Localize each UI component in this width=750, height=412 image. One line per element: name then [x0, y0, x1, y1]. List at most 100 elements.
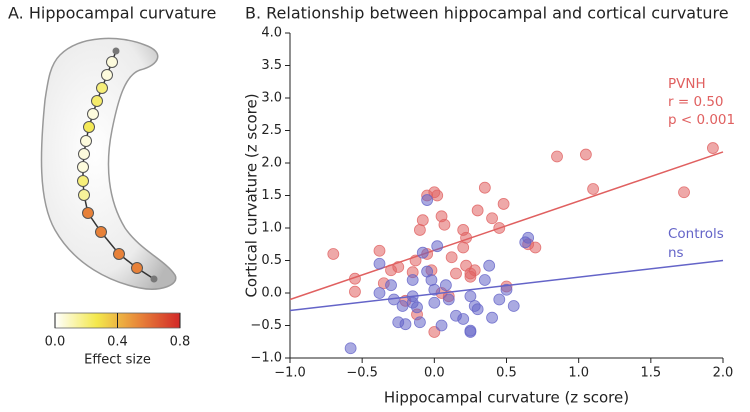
data-point [431, 189, 444, 202]
data-point [457, 313, 470, 325]
x-tick-label: −1.0 [274, 366, 306, 381]
spine-end [112, 47, 120, 55]
y-tick-label: 1.5 [261, 188, 282, 203]
data-point [445, 251, 458, 264]
data-point [438, 218, 451, 231]
effect-dot [78, 189, 90, 201]
y-axis-label: Cortical curvature (z score) [243, 93, 261, 297]
x-tick-label: 0.0 [424, 366, 445, 381]
fit-line [289, 151, 724, 301]
x-tick-label: −0.5 [346, 366, 378, 381]
effect-dot [96, 82, 108, 94]
data-point [413, 316, 426, 329]
effect-dot [91, 95, 103, 107]
effect-dot [77, 161, 89, 173]
effect-dot [106, 56, 118, 68]
effect-dot [83, 121, 95, 133]
data-point [464, 326, 477, 338]
data-point [413, 224, 426, 236]
data-point [373, 257, 386, 270]
data-point [471, 204, 484, 217]
data-point [411, 301, 423, 314]
data-point [478, 181, 491, 194]
data-point [507, 300, 520, 312]
data-point [406, 274, 419, 286]
data-point [428, 296, 441, 309]
data-point [396, 300, 409, 312]
data-point [500, 283, 513, 296]
effect-dot [113, 248, 125, 260]
data-point [483, 259, 496, 272]
data-point [416, 214, 429, 227]
y-tick-label: 3.0 [261, 91, 282, 106]
effect-dot [95, 226, 107, 238]
x-tick-label: 1.5 [640, 366, 661, 381]
y-tick-label: 4.0 [261, 26, 282, 41]
data-point [421, 194, 434, 206]
data-point [327, 248, 340, 260]
effect-dot [78, 148, 90, 160]
data-point [497, 198, 510, 210]
colorbar-tick-label: 0.8 [170, 335, 191, 350]
data-point [425, 274, 438, 286]
series-stat: r = 0.50 [668, 94, 724, 110]
hippocampus-shape [40, 37, 177, 290]
data-point [431, 240, 444, 253]
data-point [439, 279, 452, 292]
data-point [435, 319, 448, 332]
data-point [522, 231, 535, 244]
effect-dot [80, 135, 92, 147]
spine-end [150, 275, 158, 283]
data-point [706, 142, 719, 154]
data-point [464, 270, 477, 283]
data-point [551, 150, 563, 163]
data-point [529, 241, 542, 254]
effect-dot [101, 69, 113, 81]
data-point [349, 285, 361, 298]
panel-a-title: A. Hippocampal curvature [8, 4, 216, 23]
x-tick-label: 0.5 [496, 366, 517, 381]
data-point [471, 303, 484, 316]
series-stat: p < 0.001 [668, 112, 735, 128]
colorbar-tick-label: 0.4 [107, 335, 128, 350]
colorbar-tick-label: 0.0 [45, 335, 66, 350]
series-label: Controls [668, 226, 724, 242]
fit-line [289, 259, 724, 312]
series-label: PVNH [668, 76, 706, 92]
data-point [478, 274, 491, 286]
data-point [579, 148, 592, 161]
y-tick-label: 0.5 [261, 253, 282, 268]
data-point [464, 290, 477, 303]
data-point [344, 342, 357, 355]
effect-dot [131, 262, 143, 274]
data-point [486, 311, 498, 324]
y-tick-label: −1.0 [250, 351, 282, 366]
y-tick-label: 3.5 [261, 58, 282, 73]
series-stat: ns [668, 245, 684, 261]
y-tick-label: 2.5 [261, 123, 282, 138]
y-tick-label: 1.0 [261, 221, 282, 236]
effect-dot [87, 108, 99, 120]
data-point [428, 283, 441, 296]
data-point [416, 246, 429, 259]
data-point [373, 287, 386, 299]
y-tick-label: 0.0 [261, 286, 282, 301]
data-point [450, 267, 462, 280]
data-point [493, 293, 506, 306]
data-point [457, 241, 470, 254]
data-point [399, 318, 412, 331]
chart-title: B. Relationship between hippocampal and … [245, 4, 729, 23]
y-tick-label: 2.0 [261, 156, 282, 171]
data-point [678, 186, 690, 199]
data-point [385, 279, 397, 292]
x-tick-label: 2.0 [713, 366, 734, 381]
data-point [373, 244, 386, 257]
data-point [486, 212, 498, 225]
data-point [460, 259, 472, 272]
data-point [442, 293, 455, 306]
x-tick-label: 1.0 [568, 366, 589, 381]
y-tick-label: −0.5 [250, 318, 282, 333]
colorbar-label: Effect size [84, 353, 151, 368]
data-point [587, 183, 599, 195]
